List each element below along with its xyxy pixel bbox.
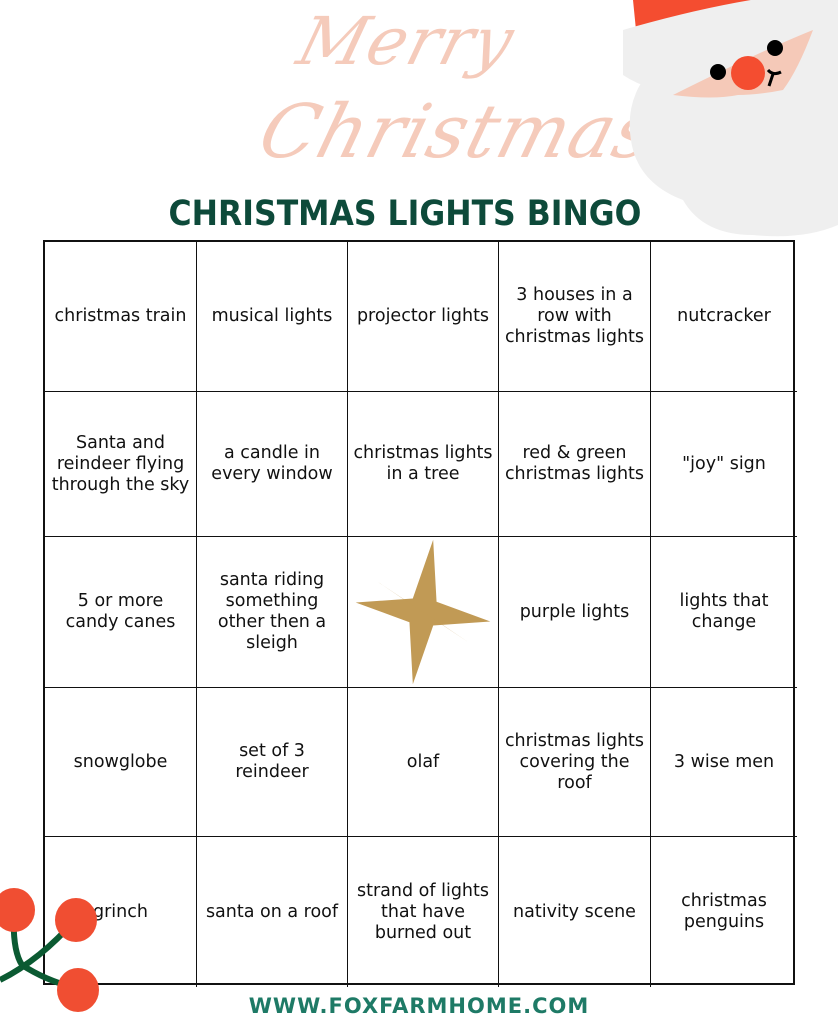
bingo-cell[interactable]: santa riding something other then a slei… (197, 537, 348, 688)
holly-berries-icon (0, 888, 99, 1012)
bingo-cell[interactable]: 3 wise men (651, 688, 797, 837)
bingo-cell[interactable]: olaf (348, 688, 499, 837)
bingo-cell[interactable]: christmas penguins (681, 891, 767, 932)
bingo-cell[interactable]: purple lights (499, 537, 651, 688)
bingo-cell[interactable]: strand of lights that have burned out (348, 837, 499, 987)
merry-script-text: Merry (289, 3, 523, 80)
bingo-cell[interactable]: a candle in every window (197, 392, 348, 537)
bingo-cell[interactable]: christmas train (45, 242, 197, 392)
bingo-cell[interactable]: projector lights (348, 242, 499, 392)
bingo-cell[interactable]: lights that change (651, 537, 797, 688)
star-icon (355, 539, 491, 685)
bingo-cell[interactable]: grinch (45, 837, 197, 987)
christmas-script-text: Christmas (250, 89, 666, 175)
bingo-cell[interactable]: set of 3 reindeer (197, 688, 348, 837)
bingo-cell[interactable]: santa on a roof (197, 837, 348, 987)
website-url[interactable]: WWW.FOXFARMHOME.COM (248, 994, 590, 1018)
bingo-cell[interactable]: 3 houses in a row with christmas lights (499, 242, 651, 392)
santa-face-icon (623, 0, 838, 237)
bingo-cell[interactable]: "joy" sign (651, 392, 797, 537)
page-title: CHRISTMAS LIGHTS BINGO (168, 194, 642, 234)
bingo-cell[interactable]: red & green christmas lights (499, 392, 651, 537)
bingo-cell[interactable]: snowglobe (45, 688, 197, 837)
bingo-cell[interactable]: christmas lights covering the roof (499, 688, 651, 837)
bingo-cell[interactable]: 5 or more candy canes (45, 537, 197, 688)
bingo-cell[interactable]: christmas lights in a tree (348, 392, 499, 537)
free-space-cell[interactable] (348, 537, 499, 688)
bingo-cell[interactable]: nativity scene (499, 837, 651, 987)
bingo-cell[interactable]: Santa and reindeer flying through the sk… (45, 392, 197, 537)
bingo-cell[interactable]: nutcracker (651, 242, 797, 392)
bingo-cell[interactable]: musical lights (197, 242, 348, 392)
bingo-grid: christmas train musical lights projector… (43, 240, 797, 987)
